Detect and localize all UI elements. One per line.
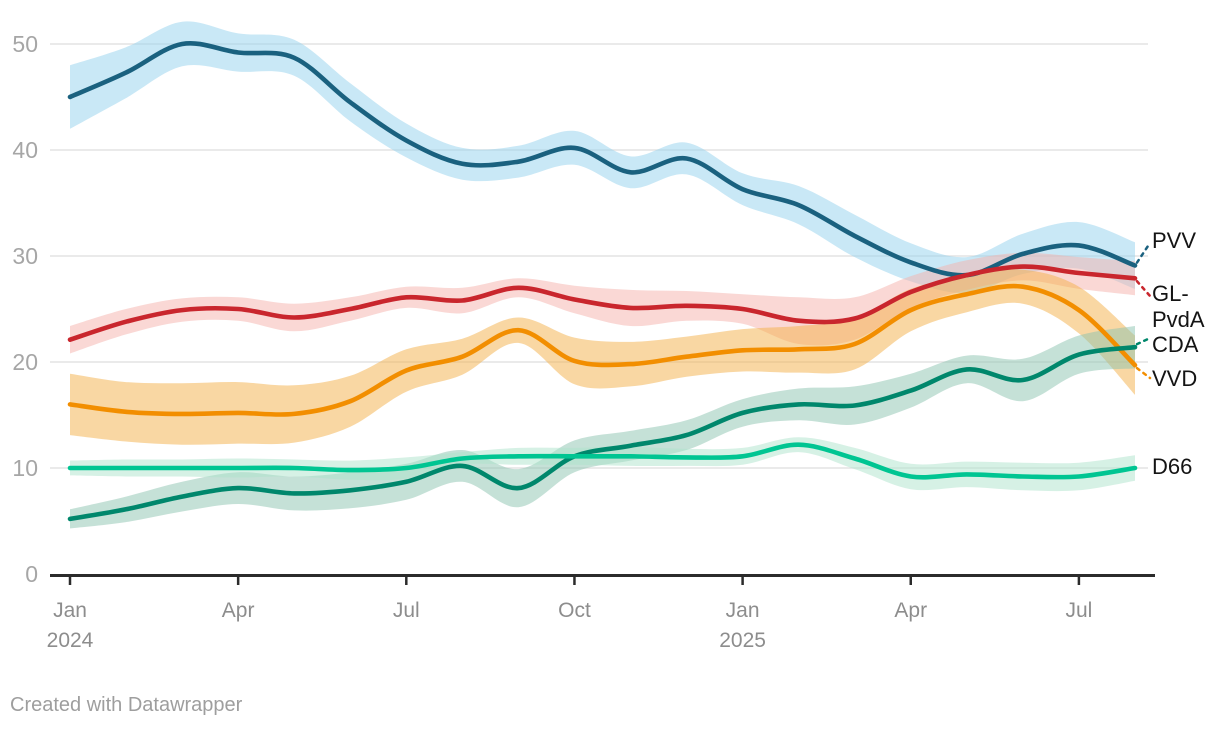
y-axis-tick-label: 50 [12,31,38,57]
leader-vvd [1135,366,1152,380]
leader-pvv [1135,241,1152,264]
datawrapper-credit: Created with Datawrapper [10,694,243,716]
x-axis-month-label: Jul [1065,599,1092,622]
leader-gl-pvda [1135,280,1152,298]
line-gl-pvda [67,264,1138,342]
line-vvd [67,283,1138,417]
line-cda [67,344,1138,522]
x-axis-year-label: 2024 [47,629,94,652]
x-axis-month-label: Apr [894,599,927,622]
confidence-band-pvv [70,21,1135,294]
series-label-pvv: PVV [1152,228,1197,253]
line-d66 [67,442,1138,480]
series-label-cda: CDA [1152,332,1199,357]
x-axis-month-label: Jul [393,599,420,622]
confidence-band-d66 [70,437,1135,492]
y-axis-tick-label: 10 [12,455,38,481]
y-axis-tick-label: 0 [25,561,38,587]
leader-cda [1135,336,1152,346]
x-axis-month-label: Oct [558,599,591,622]
series-label-d66: D66 [1152,454,1193,479]
x-axis-month-label: Jan [726,599,760,622]
x-axis-month-label: Jan [53,599,87,622]
series-label-gl-pvda: GL- PvdA [1152,281,1205,332]
series-label-vvd: VVD [1152,366,1198,391]
line-pvv [67,40,1138,278]
y-axis-tick-label: 30 [12,243,38,269]
y-axis-tick-label: 40 [12,137,38,163]
x-axis-year-label: 2025 [719,629,766,652]
y-axis-tick-label: 20 [12,349,38,375]
x-axis-month-label: Apr [222,599,255,622]
